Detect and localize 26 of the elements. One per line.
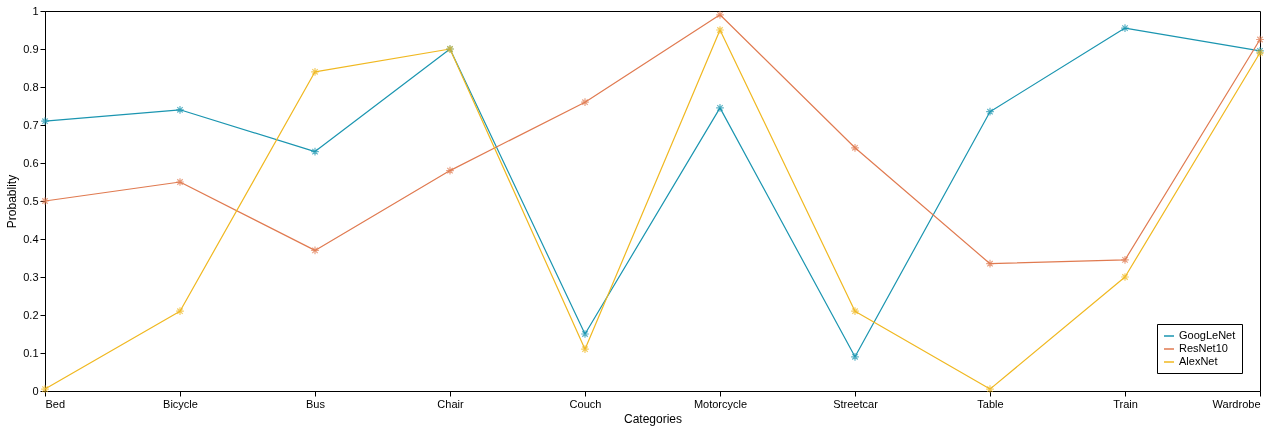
x-tick-label: Streetcar [833, 397, 879, 410]
x-tick-label: Bicycle [163, 397, 198, 410]
legend-label: AlexNet [1179, 355, 1218, 367]
x-tick-label: Motorcycle [693, 397, 748, 410]
y-axis-title: Probablity [5, 174, 20, 229]
y-tick-label: 0.2 [23, 308, 39, 321]
y-tick-label: 0.5 [23, 194, 39, 207]
x-tick-label: Bed [45, 397, 66, 410]
x-tick-label: Table [977, 397, 1004, 410]
y-tick-label: 0.8 [23, 80, 39, 93]
x-axis-title: Categories [623, 411, 683, 426]
y-tick-label: 0.4 [23, 232, 39, 245]
y-tick-label: 0.1 [23, 346, 39, 359]
legend-label: GoogLeNet [1179, 329, 1236, 341]
y-tick-label: 1 [32, 4, 39, 17]
y-tick-label: 0.3 [23, 270, 39, 283]
y-tick-label: 0.6 [23, 156, 39, 169]
y-tick-label: 0 [32, 384, 39, 397]
x-tick-label: Wardrobe [1212, 397, 1261, 410]
y-tick-label: 0.7 [23, 118, 39, 131]
x-tick-label: Couch [569, 397, 602, 410]
legend-label: ResNet10 [1179, 342, 1228, 354]
x-tick-label: Bus [306, 397, 326, 410]
y-tick-label: 0.9 [23, 42, 39, 55]
x-tick-label: Chair [437, 397, 464, 410]
x-tick-label: Train [1113, 397, 1138, 410]
